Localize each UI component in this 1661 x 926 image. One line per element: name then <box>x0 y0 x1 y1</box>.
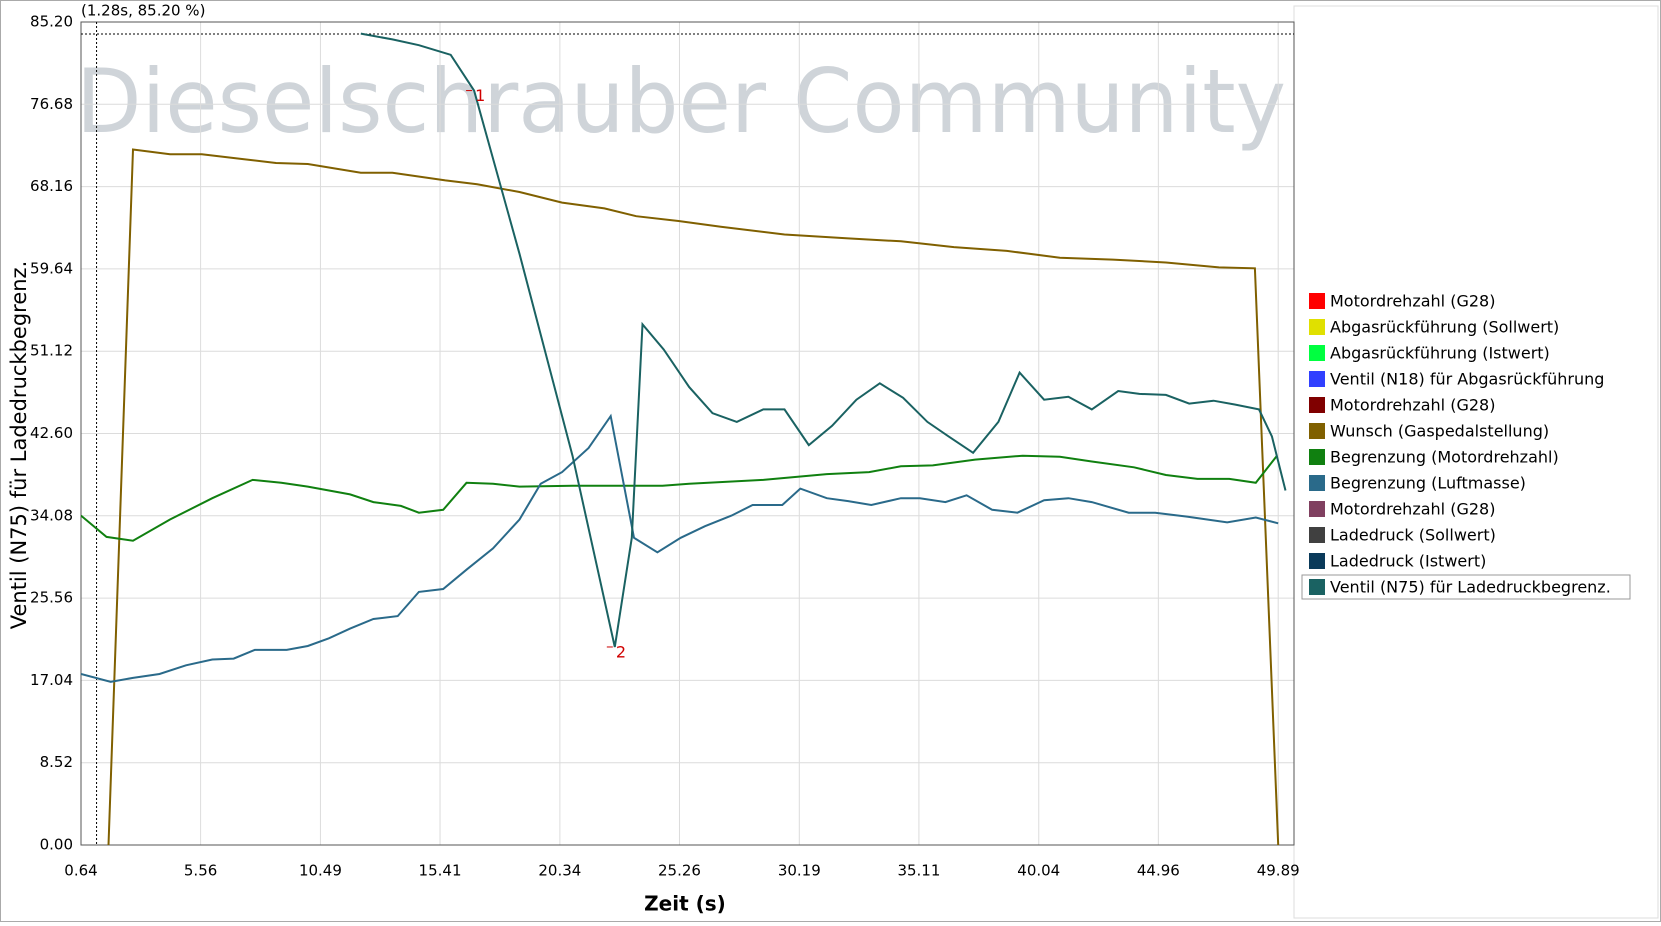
legend-label: Ladedruck (Istwert) <box>1330 552 1486 571</box>
y-tick-label: 76.68 <box>30 95 73 113</box>
series-line <box>81 413 1279 683</box>
x-tick-label: 10.49 <box>299 862 342 880</box>
watermark: Dieselschrauber Community <box>76 50 1286 153</box>
x-tick-label: 35.11 <box>897 862 940 880</box>
x-tick-label: 30.19 <box>778 862 821 880</box>
legend-swatch <box>1309 475 1325 491</box>
y-tick-label: 85.20 <box>30 13 73 31</box>
legend-label: Ladedruck (Sollwert) <box>1330 526 1496 545</box>
legend-swatch <box>1309 371 1325 387</box>
legend-swatch <box>1309 527 1325 543</box>
y-tick-label: 17.04 <box>30 671 73 689</box>
legend-label: Begrenzung (Luftmasse) <box>1330 474 1526 493</box>
legend-label: Ventil (N18) für Abgasrückführung <box>1330 370 1604 389</box>
y-tick-label: 0.00 <box>40 836 73 854</box>
x-tick-label: 15.41 <box>419 862 462 880</box>
series-line <box>360 32 1287 648</box>
legend-label: Abgasrückführung (Sollwert) <box>1330 318 1559 337</box>
x-tick-label: 25.26 <box>658 862 701 880</box>
legend-label: Motordrehzahl (G28) <box>1330 500 1495 519</box>
plot-border <box>80 21 1295 846</box>
x-tick-label: 5.56 <box>184 862 217 880</box>
plot-area <box>81 32 1287 845</box>
legend-swatch <box>1309 423 1325 439</box>
y-tick-label: 42.60 <box>30 424 73 442</box>
x-tick-label: 44.96 <box>1137 862 1180 880</box>
legend-swatch <box>1309 579 1325 595</box>
legend-label: Begrenzung (Motordrehzahl) <box>1330 448 1559 467</box>
annotation-label: 2 <box>616 642 626 661</box>
legend-panel <box>1293 5 1659 919</box>
y-axis-label: Ventil (N75) für Ladedruckbegrenz. <box>7 261 31 630</box>
legend-label: Ventil (N75) für Ladedruckbegrenz. <box>1330 578 1611 597</box>
series-line <box>107 148 1280 845</box>
series-line <box>81 454 1278 542</box>
cursor-readout: (1.28s, 85.20 %) <box>81 2 205 20</box>
legend-swatch <box>1309 397 1325 413</box>
x-tick-label: 20.34 <box>538 862 581 880</box>
legend-label: Wunsch (Gaspedalstellung) <box>1330 422 1549 441</box>
legend-swatch <box>1309 345 1325 361</box>
y-tick-label: 8.52 <box>40 753 73 771</box>
legend-swatch <box>1309 501 1325 517</box>
legend-label: Abgasrückführung (Istwert) <box>1330 344 1550 363</box>
legend-swatch <box>1309 293 1325 309</box>
x-tick-label: 49.89 <box>1257 862 1300 880</box>
legend-selection <box>1301 574 1631 600</box>
y-tick-label: 51.12 <box>30 342 73 360</box>
legend-label: Motordrehzahl (G28) <box>1330 292 1495 311</box>
annotation-label: 1 <box>475 86 485 105</box>
y-tick-label: 34.08 <box>30 506 73 524</box>
legend-swatch <box>1309 319 1325 335</box>
legend-swatch <box>1309 449 1325 465</box>
x-axis-label: Zeit (s) <box>644 892 726 916</box>
x-tick-label: 0.64 <box>64 862 97 880</box>
legend-label: Motordrehzahl (G28) <box>1330 396 1495 415</box>
y-tick-label: 68.16 <box>30 177 73 195</box>
y-tick-label: 25.56 <box>30 589 73 607</box>
y-tick-label: 59.64 <box>30 259 73 277</box>
x-tick-label: 40.04 <box>1017 862 1060 880</box>
legend-swatch <box>1309 553 1325 569</box>
